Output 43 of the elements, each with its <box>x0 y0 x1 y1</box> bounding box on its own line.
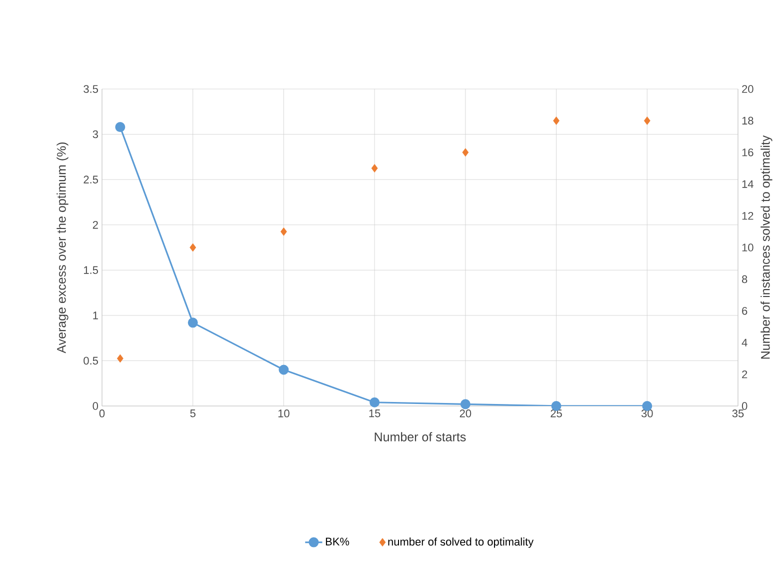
point <box>280 227 287 236</box>
y2-tick-label: 10 <box>742 244 754 252</box>
point <box>370 397 380 408</box>
point <box>371 164 378 172</box>
point <box>115 122 126 132</box>
y2-tick-label: 20 <box>742 85 754 93</box>
y-tick-label: 1.5 <box>84 266 98 274</box>
y2-tick-label: 6 <box>742 307 748 315</box>
point <box>116 354 124 363</box>
point <box>460 399 470 410</box>
x-tick-label: 0 <box>99 410 105 418</box>
point <box>644 116 650 125</box>
y2-tick-label: 16 <box>742 148 754 156</box>
y2-axis-title: Number of instances solved to optimality <box>760 135 772 359</box>
x-tick-label: 5 <box>190 410 196 418</box>
y-tick-label: 3 <box>92 130 98 138</box>
y2-tick-label: 14 <box>742 180 754 188</box>
point <box>188 318 198 328</box>
y2-tick-label: 0 <box>742 402 748 410</box>
legend-label: BK% <box>326 538 350 546</box>
y-tick-label: 0 <box>92 402 98 410</box>
y-axis-title: Average excess over the optimum (%) <box>56 142 68 354</box>
point <box>462 148 469 157</box>
x-tick-label: 15 <box>369 410 380 418</box>
y-tick-label: 0.5 <box>84 356 98 365</box>
y-tick-label: 1 <box>93 312 98 320</box>
y-tick-label: 2 <box>92 221 98 229</box>
y2-tick-label: 18 <box>742 116 754 125</box>
point <box>553 116 560 125</box>
x-tick-label: 30 <box>641 410 653 418</box>
y2-tick-label: 4 <box>742 338 748 346</box>
x-tick-label: 10 <box>278 410 290 418</box>
x-tick-label: 20 <box>460 410 472 418</box>
y2-tick-label: 2 <box>742 370 748 378</box>
x-axis-title: Number of starts <box>374 432 466 442</box>
y2-tick-label: 12 <box>742 212 754 220</box>
y2-tick-label: 8 <box>742 275 748 284</box>
x-tick-label: 35 <box>732 410 744 418</box>
y-tick-label: 3.5 <box>84 85 98 93</box>
legend-label: number of solved to optimality <box>388 538 534 548</box>
point <box>190 243 196 252</box>
y-tick-label: 2.5 <box>84 176 98 184</box>
point <box>278 364 289 375</box>
